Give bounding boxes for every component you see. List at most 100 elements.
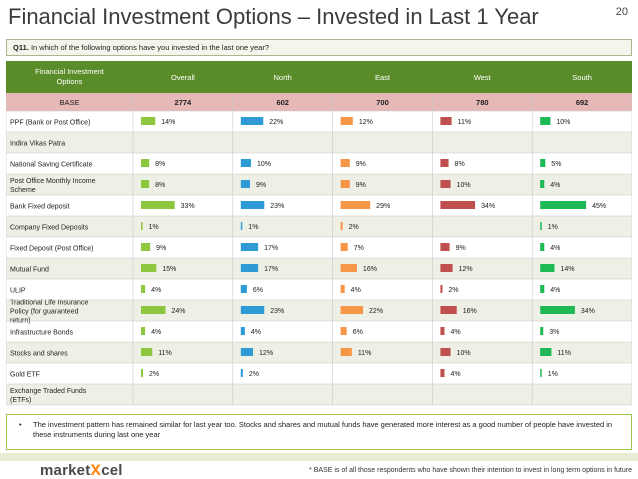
bar-overall <box>141 222 143 230</box>
data-label: 9% <box>356 182 366 189</box>
data-label: 10% <box>457 182 471 189</box>
bar-south <box>540 222 542 230</box>
row-stripe <box>6 300 632 321</box>
bar-east <box>340 243 348 251</box>
bar-north <box>240 306 265 314</box>
column-header-south: South <box>572 73 592 82</box>
page-title: Financial Investment Options – Invested … <box>8 4 539 29</box>
row-label: ULIP <box>10 288 26 295</box>
data-label: 22% <box>369 308 383 315</box>
row-label: Mutual Fund <box>10 267 49 274</box>
bar-west <box>440 369 445 377</box>
data-label: 4% <box>550 287 560 294</box>
row-stripe <box>6 342 632 363</box>
bar-north <box>240 285 247 293</box>
row-label: Fixed Deposit (Post Office) <box>10 246 94 253</box>
header-label: Financial Investment <box>35 67 105 76</box>
data-label: 9% <box>456 245 466 252</box>
bar-west <box>440 180 451 188</box>
row-label: Policy (for guaranteed <box>10 309 79 316</box>
bar-west <box>440 159 449 167</box>
column-header-overall: Overall <box>171 73 195 82</box>
base-value: 700 <box>376 98 389 107</box>
header-label: Options <box>57 77 83 86</box>
data-label: 9% <box>156 245 166 252</box>
data-label: 11% <box>458 119 472 126</box>
data-label: 23% <box>270 308 284 315</box>
bar-overall <box>141 306 166 314</box>
data-label: 8% <box>455 161 465 168</box>
column-header-west: West <box>474 73 492 82</box>
data-label: 8% <box>155 161 165 168</box>
bar-north <box>240 180 250 188</box>
base-value: 780 <box>476 98 489 107</box>
data-label: 5% <box>551 161 561 168</box>
row-stripe <box>6 132 632 153</box>
question-text: In which of the following options have y… <box>30 43 270 52</box>
data-label: 8% <box>155 182 165 189</box>
base-value: 2774 <box>175 98 193 107</box>
data-label: 17% <box>264 266 278 273</box>
data-label: 3% <box>549 329 559 336</box>
bar-east <box>340 327 347 335</box>
data-label: 24% <box>171 308 185 315</box>
marketxcel-logo: marketxcel <box>40 459 123 479</box>
logo-market: market <box>40 462 91 479</box>
base-label: BASE <box>59 98 79 107</box>
question-box: Q11. In which of the following options h… <box>6 39 632 56</box>
data-label: 17% <box>264 245 278 252</box>
bar-east <box>340 159 350 167</box>
bar-west <box>440 201 476 209</box>
row-stripe <box>6 174 632 195</box>
bar-south <box>540 243 545 251</box>
row-stripe <box>6 216 632 237</box>
note-text: The investment pattern has remained simi… <box>33 420 613 439</box>
data-label: 10% <box>257 161 271 168</box>
row-label: Bank Fixed deposit <box>10 204 70 211</box>
row-label: Infrastructure Bonds <box>10 330 74 337</box>
data-label: 14% <box>161 119 175 126</box>
bar-south <box>540 117 551 125</box>
row-label: Exchange Traded Funds <box>10 388 87 395</box>
data-label: 29% <box>376 203 390 210</box>
bar-overall <box>141 348 153 356</box>
bar-west <box>440 327 445 335</box>
data-label: 1% <box>548 224 558 231</box>
bar-west <box>440 306 457 314</box>
bar-west <box>440 243 450 251</box>
base-value: 692 <box>576 98 589 107</box>
bar-south <box>540 285 545 293</box>
bar-overall <box>141 201 175 209</box>
bar-overall <box>141 285 146 293</box>
bar-north <box>240 264 259 272</box>
bar-north <box>240 243 259 251</box>
data-label: 2% <box>249 371 259 378</box>
row-label: (ETFs) <box>10 397 31 404</box>
data-label: 9% <box>256 182 266 189</box>
data-label: 15% <box>162 266 176 273</box>
data-label: 4% <box>450 329 460 336</box>
data-label: 22% <box>269 119 283 126</box>
bar-overall <box>141 180 150 188</box>
bar-north <box>240 369 243 377</box>
data-label: 34% <box>581 308 595 315</box>
logo-cel: cel <box>101 462 123 479</box>
bar-overall <box>141 159 150 167</box>
bar-south <box>540 159 546 167</box>
bar-east <box>340 348 352 356</box>
bar-east <box>340 285 345 293</box>
footer-band <box>0 453 638 461</box>
data-label: 34% <box>481 203 495 210</box>
bar-south <box>540 201 587 209</box>
bar-south <box>540 348 552 356</box>
column-header-east: East <box>375 73 391 82</box>
bar-east <box>340 180 350 188</box>
page-number: 20 <box>615 6 628 18</box>
data-label: 12% <box>259 350 273 357</box>
bar-north <box>240 117 264 125</box>
row-label: National Saving Certificate <box>10 162 93 169</box>
row-stripe <box>6 258 632 279</box>
bar-east <box>340 222 343 230</box>
bar-east <box>340 117 353 125</box>
data-label: 9% <box>356 161 366 168</box>
